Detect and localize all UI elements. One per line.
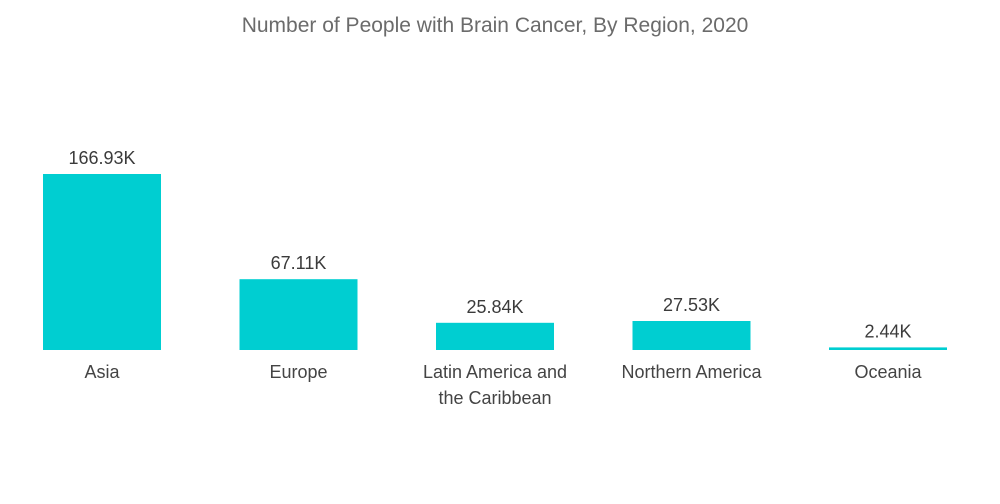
- category-label-2: Latin America and the Caribbean: [423, 362, 567, 408]
- bar-1: [239, 279, 358, 350]
- data-label-4: 2.44K: [864, 321, 911, 341]
- data-label-2: 25.84K: [466, 297, 523, 317]
- category-label-4: Oceania: [854, 362, 922, 382]
- bar-0: [43, 174, 161, 350]
- data-label-0: 166.93K: [68, 148, 135, 168]
- bar-2: [436, 322, 554, 350]
- category-label-0: Asia: [84, 362, 120, 382]
- category-label-1: Europe: [269, 362, 327, 382]
- data-label-1: 67.11K: [271, 253, 327, 273]
- category-label-3: Northern America: [621, 362, 762, 382]
- bar-3: [632, 321, 751, 350]
- bar-4: [829, 347, 947, 350]
- data-label-3: 27.53K: [663, 295, 720, 315]
- chart-title: Number of People with Brain Cancer, By R…: [241, 14, 749, 37]
